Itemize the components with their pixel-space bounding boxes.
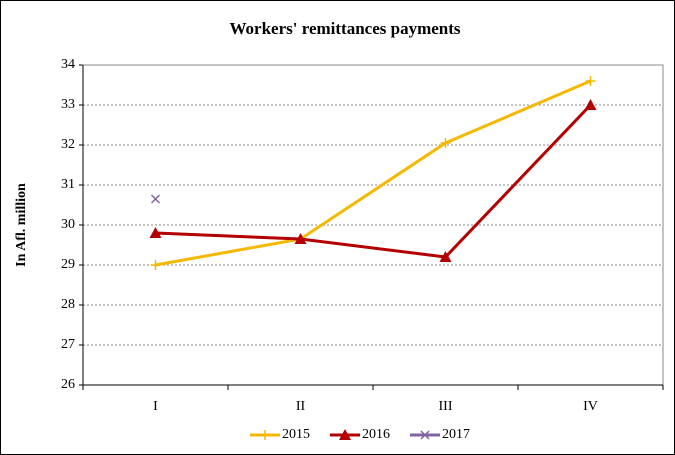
marker bbox=[339, 429, 351, 440]
marker bbox=[420, 430, 430, 440]
x-tick-label: II bbox=[296, 399, 306, 414]
legend-label: 2015 bbox=[282, 427, 310, 442]
x-tick-label: I bbox=[153, 399, 158, 414]
y-tick-label: 30 bbox=[61, 217, 75, 232]
legend-label: 2016 bbox=[362, 427, 390, 442]
marker bbox=[439, 251, 452, 262]
marker bbox=[150, 260, 161, 270]
y-tick-label: 33 bbox=[61, 97, 75, 112]
marker bbox=[260, 430, 270, 440]
y-tick-label: 32 bbox=[61, 137, 75, 152]
y-tick-label: 27 bbox=[61, 337, 75, 352]
series-line bbox=[155, 79, 592, 267]
y-tick-label: 28 bbox=[61, 297, 75, 312]
series-line bbox=[155, 103, 592, 259]
legend-label: 2017 bbox=[442, 427, 470, 442]
marker bbox=[294, 233, 307, 244]
y-tick-label: 26 bbox=[61, 377, 75, 392]
y-tick-label: 31 bbox=[61, 177, 75, 192]
y-axis-label: In Afl. million bbox=[14, 183, 29, 267]
x-tick-label: III bbox=[439, 399, 453, 414]
marker bbox=[150, 194, 161, 204]
marker bbox=[149, 227, 162, 238]
marker bbox=[440, 138, 451, 148]
y-tick-label: 29 bbox=[61, 257, 75, 272]
marker bbox=[585, 76, 596, 86]
x-tick-label: IV bbox=[583, 399, 598, 414]
marker bbox=[584, 99, 597, 110]
y-tick-label: 34 bbox=[61, 57, 75, 72]
chart-title: Workers' remittances payments bbox=[229, 19, 460, 38]
